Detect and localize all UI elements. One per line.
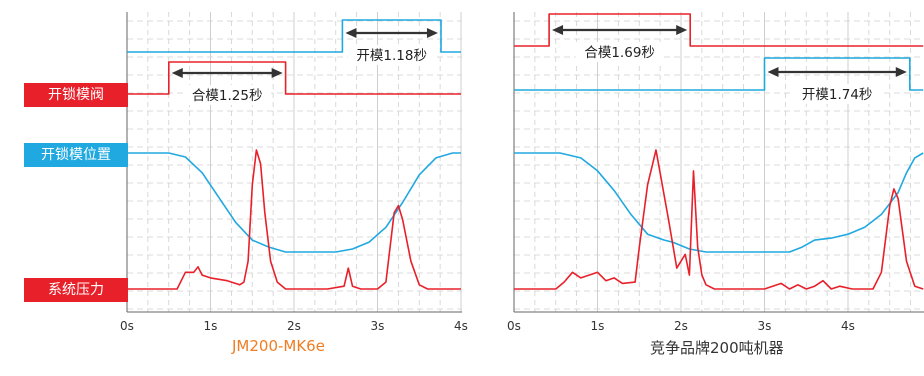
annotation-arrow-head [272,68,283,78]
x-tick-label: 0s [507,319,521,333]
annotation-arrow-head [676,25,687,35]
x-tick-label: 4s [454,319,468,333]
caption-right: 竞争品牌200吨机器 [650,337,784,358]
x-tick-label: 4s [841,319,855,333]
annotation-arrow-head [172,68,183,78]
x-tick-label: 2s [287,319,301,333]
x-tick-label: 1s [204,319,218,333]
annotation-label: 开模1.74秒 [802,87,873,103]
annotation-arrow-head [427,28,438,38]
annotation-arrow-head [896,67,907,77]
annotation-label: 开模1.18秒 [356,48,427,64]
x-tick-label: 3s [371,319,385,333]
x-tick-label: 1s [591,319,605,333]
x-tick-label: 3s [758,319,772,333]
annotation-arrow-head [552,25,563,35]
x-tick-label: 0s [120,319,134,333]
caption-left: JM200-MK6e [232,337,325,355]
annotation-label: 合模1.25秒 [192,88,263,104]
row-label-valve: 开锁模阀 [24,83,128,107]
series-line [514,150,923,289]
x-tick-label: 2s [674,319,688,333]
row-label-position: 开锁模位置 [24,143,128,167]
annotation-arrow-head [768,67,779,77]
annotation-label: 合模1.69秒 [584,45,655,61]
row-label-pressure: 系统压力 [24,278,128,302]
annotation-arrow-head [345,28,356,38]
